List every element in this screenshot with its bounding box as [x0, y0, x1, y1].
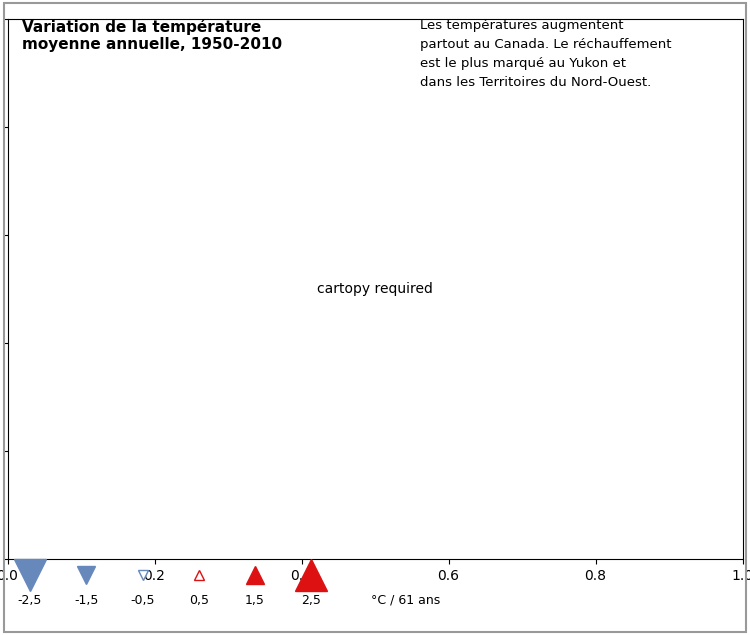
Text: Variation de la température
moyenne annuelle, 1950-2010: Variation de la température moyenne annu…: [22, 19, 283, 53]
Text: -0,5: -0,5: [130, 594, 154, 606]
Text: -1,5: -1,5: [74, 594, 98, 606]
Text: 2,5: 2,5: [302, 594, 321, 606]
Text: °C / 61 ans: °C / 61 ans: [371, 594, 440, 606]
Text: 0,5: 0,5: [189, 594, 209, 606]
Text: cartopy required: cartopy required: [317, 282, 433, 296]
Text: Les températures augmentent
partout au Canada. Le réchauffement
est le plus marq: Les températures augmentent partout au C…: [420, 19, 671, 89]
Text: -2,5: -2,5: [18, 594, 42, 606]
Text: 1,5: 1,5: [245, 594, 265, 606]
